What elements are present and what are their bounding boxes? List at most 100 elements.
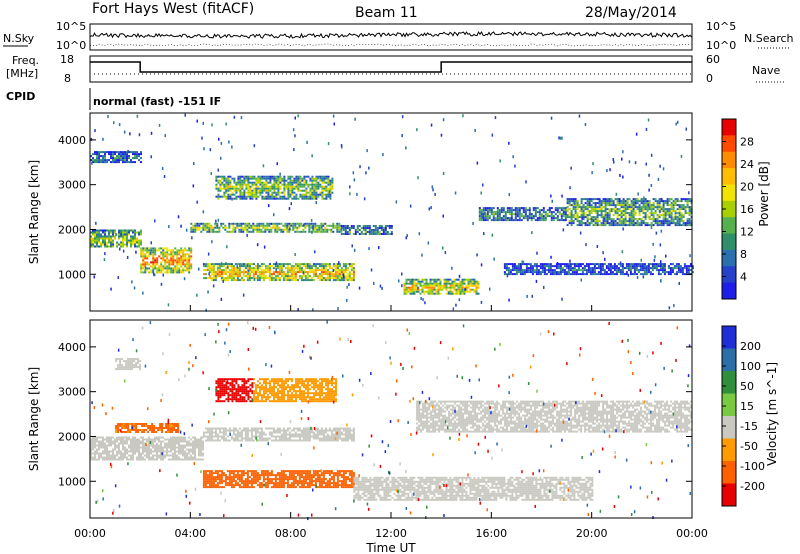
heatmap-cell (262, 263, 265, 266)
heatmap-cell (222, 265, 225, 268)
heatmap-cell (170, 269, 173, 272)
heatmap-cell (622, 222, 625, 225)
heatmap-cell (92, 231, 94, 234)
heatmap-cell (239, 195, 242, 198)
heatmap-cell (628, 204, 631, 207)
heatmap-cell (419, 282, 422, 285)
heatmap-cell (102, 241, 104, 244)
heatmap-cell (657, 269, 660, 272)
heatmap-cell (110, 151, 112, 154)
heatmap-cell (635, 265, 638, 268)
heatmap-cell (502, 211, 505, 214)
heatmap-cell (170, 438, 172, 441)
heatmap-cell (316, 275, 319, 278)
heatmap-cell (96, 151, 98, 154)
heatmap-cell (122, 245, 124, 248)
heatmap-cell (638, 204, 641, 207)
heatmap-cell (222, 273, 225, 276)
heatmap-cell (348, 273, 351, 276)
heatmap-cell (519, 263, 522, 266)
heatmap-cell (647, 118, 650, 122)
heatmap-cell (494, 116, 497, 120)
heatmap-cell (174, 436, 176, 439)
heatmap-cell (180, 271, 183, 274)
heatmap-cell (190, 255, 193, 258)
heatmap-cell (510, 217, 513, 220)
heatmap-cell (615, 265, 618, 268)
heatmap-cell (170, 448, 172, 451)
heatmap-cell (144, 266, 147, 270)
heatmap-cell (642, 202, 645, 205)
heatmap-cell (566, 214, 569, 217)
heatmap-cell (492, 213, 495, 216)
heatmap-cell (277, 185, 280, 188)
heatmap-cell (586, 210, 589, 213)
heatmap-cell (102, 161, 104, 164)
heatmap-cell (486, 215, 489, 218)
heatmap-cell (278, 226, 281, 229)
heatmap-cell (100, 440, 102, 443)
heatmap-cell (289, 191, 292, 194)
heatmap-cell (180, 452, 182, 455)
heatmap-cell (178, 450, 180, 453)
heatmap-cell (576, 200, 579, 203)
heatmap-cell (180, 263, 183, 266)
heatmap-cell (160, 251, 163, 254)
heatmap-cell (668, 306, 671, 310)
heatmap-cell (100, 446, 102, 449)
heatmap-cell (622, 200, 625, 203)
heatmap-cell (234, 275, 237, 278)
heatmap-cell (292, 279, 295, 282)
heatmap-cell (182, 257, 185, 260)
heatmap-cell (133, 286, 136, 290)
heatmap-cell (258, 273, 261, 276)
heatmap-cell (144, 454, 146, 457)
heatmap-cell (198, 226, 201, 229)
heatmap-cell (678, 216, 681, 219)
heatmap-cell (283, 193, 286, 196)
heatmap-cell (186, 267, 189, 270)
heatmap-cell (129, 132, 131, 136)
heatmap-cell (244, 228, 247, 231)
heatmap-cell (620, 220, 623, 223)
heatmap-cell (218, 269, 221, 272)
heatmap-cell (132, 450, 134, 453)
heatmap-cell (657, 177, 660, 181)
heatmap-cell (639, 273, 642, 276)
heatmap-cell (626, 202, 629, 205)
heatmap-cell (606, 214, 609, 217)
heatmap-cell (535, 267, 538, 270)
heatmap-cell (116, 440, 118, 443)
heatmap-cell (558, 213, 561, 216)
heatmap-cell (297, 175, 300, 178)
heatmap-cell (642, 206, 645, 209)
heatmap-cell (132, 448, 134, 451)
heatmap-cell (310, 226, 313, 229)
heatmap-cell (315, 177, 318, 180)
heatmap-cell (154, 251, 157, 254)
heatmap-cell (140, 269, 143, 272)
heatmap-cell (604, 224, 607, 227)
heatmap-cell (110, 458, 112, 461)
heatmap-cell (253, 191, 256, 194)
heatmap-cell (602, 202, 605, 205)
heatmap-cell (332, 277, 335, 280)
heatmap-cell (170, 271, 173, 274)
heatmap-cell (553, 273, 556, 276)
heatmap-cell (149, 425, 152, 427)
heatmap-cell (230, 222, 233, 225)
heatmap-cell (602, 214, 605, 217)
heatmap-cell (682, 220, 685, 223)
heatmap-cell (178, 259, 181, 262)
heatmap-cell (194, 228, 197, 231)
heatmap-cell (258, 224, 261, 227)
heatmap-cell (134, 161, 136, 164)
heatmap-cell (513, 269, 516, 272)
heatmap-cell (210, 279, 213, 282)
heatmap-cell (521, 273, 524, 276)
heatmap-cell (142, 440, 144, 443)
heatmap-cell (313, 185, 316, 188)
heatmap-cell (584, 123, 587, 126)
heatmap-cell (568, 200, 571, 203)
heatmap-cell (652, 202, 655, 205)
